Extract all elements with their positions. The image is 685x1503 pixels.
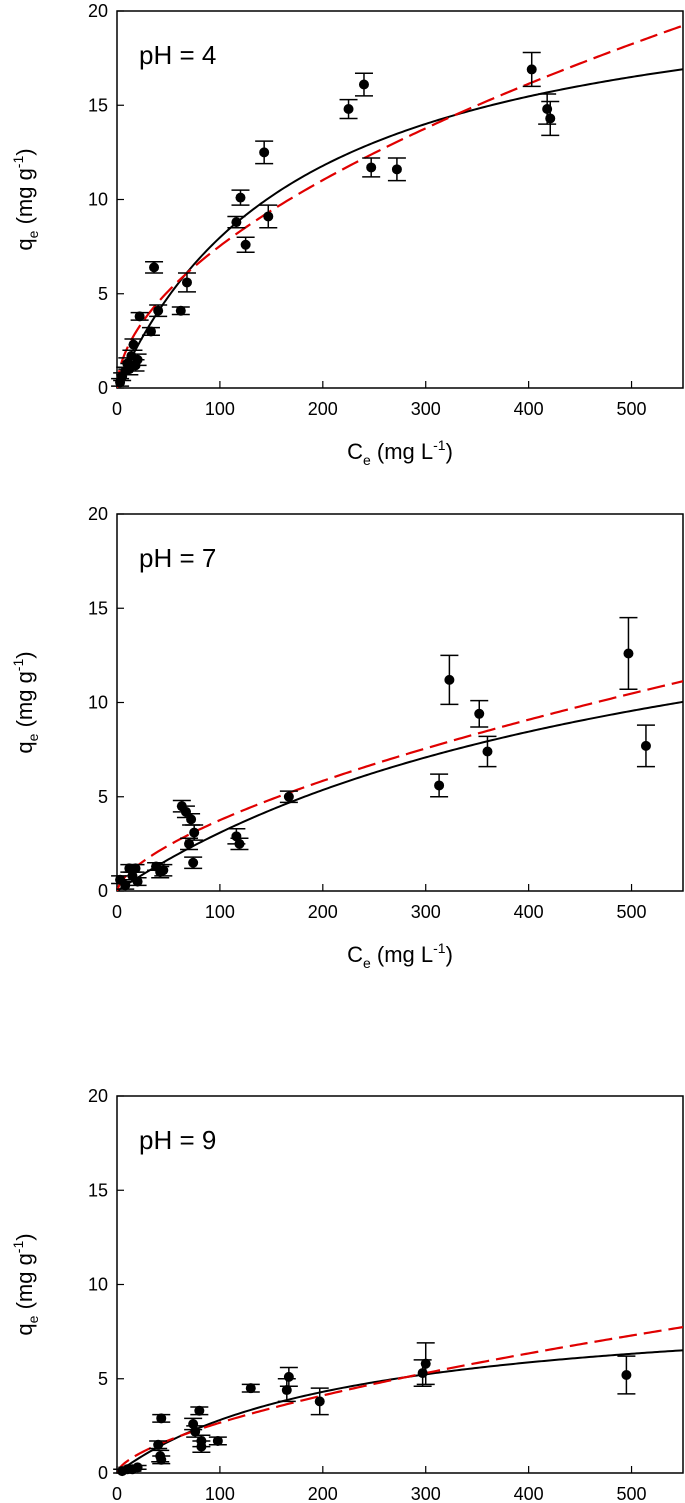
- data-point: [152, 1413, 171, 1424]
- panel-label: pH = 7: [139, 543, 216, 573]
- data-point: [236, 236, 255, 254]
- data-point: [154, 863, 173, 877]
- data-point: [541, 100, 560, 137]
- x-tick-label: 400: [514, 399, 544, 419]
- x-tick-label: 200: [308, 399, 338, 419]
- y-tick-label: 10: [88, 190, 108, 210]
- data-point: [177, 272, 196, 293]
- data-point: [478, 735, 497, 768]
- data-point: [128, 353, 147, 367]
- y-tick-label: 20: [88, 504, 108, 524]
- x-tick-label: 500: [617, 399, 647, 419]
- y-tick-label: 0: [98, 1463, 108, 1483]
- y-axis-label: qe (mg g-1): [10, 1233, 41, 1335]
- data-point: [231, 189, 250, 206]
- data-point: [362, 157, 381, 178]
- data-point: [259, 204, 278, 229]
- x-tick-label: 300: [411, 1484, 441, 1503]
- data-point: [279, 790, 298, 804]
- y-tick-label: 10: [88, 693, 108, 713]
- data-point: [416, 1342, 435, 1386]
- y-tick-label: 10: [88, 1275, 108, 1295]
- data-point: [255, 140, 274, 165]
- x-tick-label: 0: [112, 902, 122, 922]
- y-tick-label: 0: [98, 378, 108, 398]
- y-tick-label: 20: [88, 1, 108, 21]
- panel-ph-7: 0 100 200 300 400 500 0 5 10 15 20 Ce (mg L-1) qe (m…: [10, 504, 684, 971]
- x-tick-label: 0: [112, 1484, 122, 1503]
- x-tick-label: 200: [308, 1484, 338, 1503]
- data-point: [190, 1405, 209, 1416]
- x-tick-label: 500: [617, 1484, 647, 1503]
- data-point: [180, 837, 199, 851]
- panel-label: pH = 4: [139, 40, 216, 70]
- x-tick-label: 300: [411, 902, 441, 922]
- freundlich-fit-line: [117, 24, 683, 388]
- data-point: [185, 824, 204, 841]
- y-axis-label: qe (mg g-1): [10, 651, 41, 753]
- data-point: [230, 837, 249, 851]
- data-point: [128, 1462, 147, 1473]
- x-tick-label: 400: [514, 902, 544, 922]
- y-tick-label: 15: [88, 1180, 108, 1200]
- data-point: [116, 880, 135, 891]
- y-tick-label: 20: [88, 1086, 108, 1106]
- data-point: [149, 304, 168, 318]
- data-point: [227, 215, 246, 229]
- data-point: [208, 1435, 227, 1446]
- langmuir-fit-line: [117, 68, 683, 388]
- data-point: [470, 699, 489, 728]
- x-tick-label: 200: [308, 902, 338, 922]
- y-tick-label: 15: [88, 598, 108, 618]
- x-tick-label: 400: [514, 1484, 544, 1503]
- freundlich-fit-line: [117, 1325, 683, 1473]
- data-point: [128, 876, 147, 887]
- data-point: [126, 863, 145, 874]
- data-point: [387, 157, 406, 182]
- data-point: [430, 773, 449, 798]
- data-point: [339, 98, 358, 120]
- data-point: [192, 1440, 211, 1454]
- data-point: [279, 1366, 298, 1388]
- data-point: [124, 338, 143, 352]
- data-point: [241, 1383, 260, 1394]
- data-point: [619, 616, 638, 691]
- y-tick-label: 5: [98, 1369, 108, 1389]
- y-tick-label: 5: [98, 284, 108, 304]
- y-tick-label: 0: [98, 881, 108, 901]
- data-point: [440, 654, 459, 706]
- freundlich-fit-line: [117, 680, 683, 891]
- data-point: [152, 1454, 171, 1465]
- data-point: [145, 260, 164, 274]
- y-tick-label: 15: [88, 95, 108, 115]
- data-point: [130, 311, 149, 322]
- x-axis-label: Ce (mg L-1): [347, 437, 453, 468]
- panel-ph-4: 0 100 200 300 400 500 0 5 10 15 20 Ce (mg L-1) qe (m…: [10, 1, 684, 468]
- x-tick-label: 0: [112, 399, 122, 419]
- data-point: [184, 856, 203, 870]
- y-tick-label: 5: [98, 787, 108, 807]
- data-point: [149, 1439, 168, 1450]
- data-point: [522, 51, 541, 88]
- data-point: [354, 72, 373, 97]
- x-tick-label: 100: [205, 399, 235, 419]
- data-point: [141, 326, 160, 337]
- x-tick-label: 100: [205, 902, 235, 922]
- x-tick-label: 300: [411, 399, 441, 419]
- y-axis-label: qe (mg g-1): [10, 148, 41, 250]
- x-axis-label: Ce (mg L-1): [347, 940, 453, 971]
- data-point: [171, 305, 190, 316]
- data-point: [636, 724, 655, 768]
- langmuir-fit-line: [117, 700, 683, 891]
- x-tick-label: 100: [205, 1484, 235, 1503]
- data-point: [617, 1355, 636, 1395]
- panel-label: pH = 9: [139, 1125, 216, 1155]
- data-point: [310, 1387, 329, 1416]
- x-tick-label: 500: [617, 902, 647, 922]
